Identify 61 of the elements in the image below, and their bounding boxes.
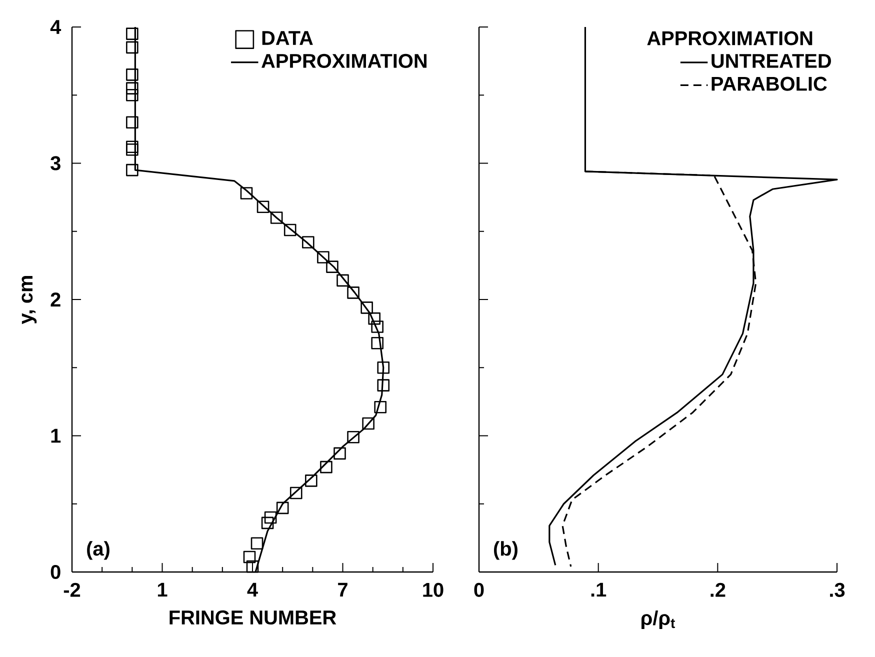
point [284, 224, 296, 236]
y-tick-label: 2 [50, 292, 60, 306]
x-tick-label: 1 [158, 582, 168, 597]
x-tick-label: 10 [423, 582, 444, 597]
point [336, 274, 349, 287]
y-tick-label: 4 [50, 20, 62, 34]
legend-title: APPROXIMATION [647, 31, 812, 46]
x-tick-label: 4 [247, 582, 258, 597]
point [256, 200, 270, 213]
point [246, 560, 259, 573]
annotation: (a) [87, 541, 110, 560]
point [347, 286, 360, 299]
point [305, 474, 318, 487]
point [347, 430, 360, 444]
point [371, 320, 384, 333]
y-tick-label: 0 [50, 564, 60, 580]
point [264, 511, 277, 524]
y-tick-label: 1 [51, 428, 61, 443]
x-tick-label: .2 [710, 582, 726, 597]
point [126, 116, 138, 129]
point [377, 361, 390, 374]
y-tick-label: 3 [50, 156, 60, 170]
point [290, 486, 302, 500]
legend-label: PARABOLIC [712, 76, 827, 91]
x-tick-label: -2 [64, 582, 80, 597]
x-axis-title: ρ/ρ$_{t}$ [642, 610, 675, 630]
point [362, 417, 374, 430]
point [360, 302, 373, 314]
point [368, 312, 380, 325]
point [126, 68, 138, 81]
point [374, 400, 387, 414]
legend-label: DATA [262, 31, 313, 45]
x-axis-title: FRINGE NUMBER [170, 610, 336, 625]
point [270, 212, 283, 224]
point [126, 41, 138, 54]
y-axis-title: y, cm [22, 276, 37, 324]
point [371, 336, 384, 350]
point [326, 260, 338, 273]
legend-label: UNTREATED [712, 54, 831, 68]
point [377, 379, 390, 392]
legend-label: APPROXIMATION [262, 54, 426, 68]
point [126, 82, 138, 94]
x-tick-label: 7 [338, 582, 348, 597]
point [126, 28, 138, 40]
point [243, 550, 256, 564]
point [276, 502, 289, 514]
x-tick-label: .1 [591, 582, 606, 597]
point [250, 537, 264, 550]
point [126, 143, 138, 156]
point [317, 251, 330, 264]
x-tick-label: 0 [474, 582, 484, 597]
point [320, 460, 332, 474]
point [240, 187, 253, 200]
x-tick-label: .3 [830, 582, 845, 597]
point [334, 447, 346, 460]
point [126, 88, 138, 102]
point [261, 516, 274, 530]
point [302, 236, 314, 248]
point [126, 140, 138, 154]
point [126, 164, 138, 176]
annotation: (b) [494, 541, 518, 560]
